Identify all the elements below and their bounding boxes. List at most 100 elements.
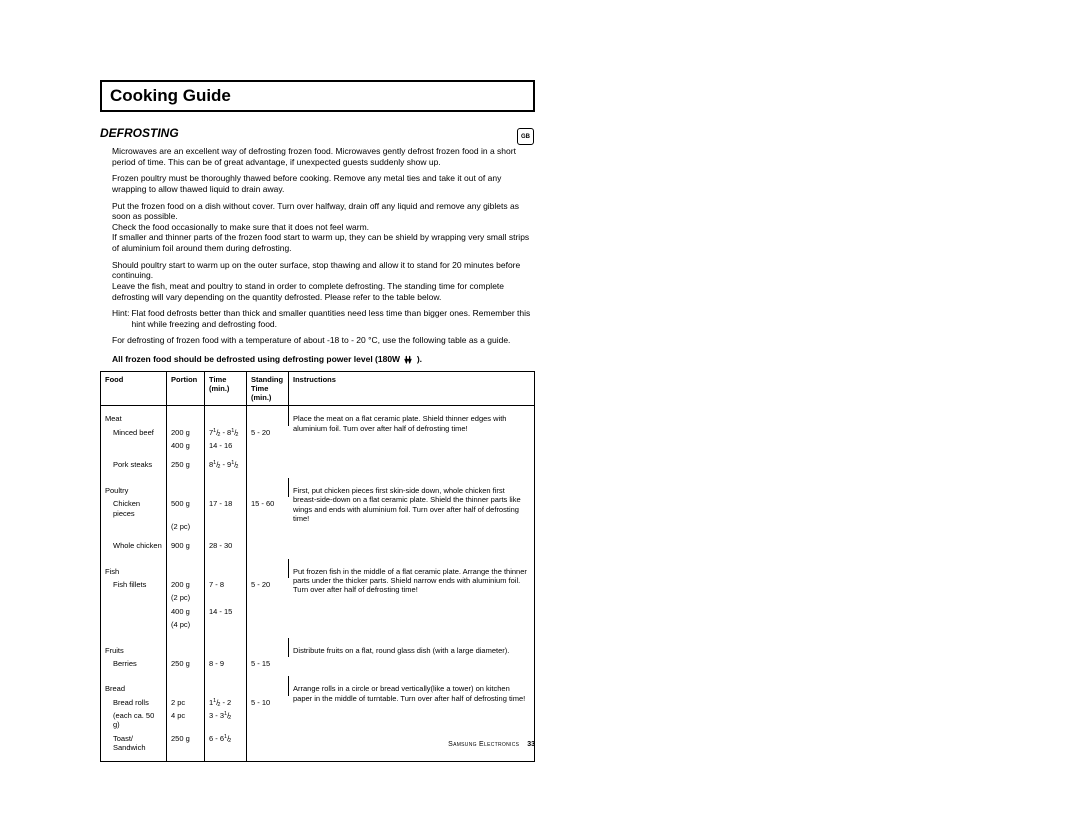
category-cell: Fruits bbox=[101, 638, 167, 657]
standing-cell bbox=[247, 605, 289, 618]
food-cell bbox=[101, 439, 167, 452]
paragraph: Microwaves are an excellent way of defro… bbox=[112, 146, 535, 167]
table-row: FishPut frozen fish in the middle of a f… bbox=[101, 559, 535, 578]
standing-cell bbox=[247, 709, 289, 732]
food-cell: Fish fillets bbox=[101, 578, 167, 591]
time-cell: 17 - 18 bbox=[205, 497, 247, 520]
th-instructions: Instructions bbox=[289, 372, 535, 406]
time-cell: 7 - 8 bbox=[205, 578, 247, 591]
paragraph: Should poultry start to warm up on the o… bbox=[112, 260, 535, 303]
empty-cell bbox=[167, 638, 205, 657]
portion-cell: 250 g bbox=[167, 452, 205, 477]
page-title: Cooking Guide bbox=[110, 86, 525, 106]
standing-cell: 5 - 20 bbox=[247, 426, 289, 439]
paragraph: For defrosting of frozen food with a tem… bbox=[112, 335, 535, 346]
time-cell: 14 - 16 bbox=[205, 439, 247, 452]
standing-cell: 15 - 60 bbox=[247, 497, 289, 520]
category-cell: Poultry bbox=[101, 478, 167, 497]
bold-note-pre: All frozen food should be defrosted usin… bbox=[112, 354, 402, 364]
bold-note: All frozen food should be defrosted usin… bbox=[112, 354, 535, 365]
time-cell: 71/2 - 81/2 bbox=[205, 426, 247, 439]
instructions-cell: Put frozen fish in the middle of a flat … bbox=[289, 559, 535, 638]
page-content: Cooking Guide DEFROSTING Microwaves are … bbox=[100, 80, 535, 762]
portion-cell: 200 g bbox=[167, 426, 205, 439]
bold-note-post: ). bbox=[414, 354, 422, 364]
time-cell: 11/2 - 2 bbox=[205, 696, 247, 709]
th-standing: Standing Time (min.) bbox=[247, 372, 289, 406]
body-text: Microwaves are an excellent way of defro… bbox=[112, 146, 535, 346]
footer-brand: Samsung Electronics bbox=[448, 741, 519, 748]
food-cell bbox=[101, 520, 167, 533]
food-cell: Whole chicken bbox=[101, 533, 167, 558]
table-row: PoultryFirst, put chicken pieces first s… bbox=[101, 478, 535, 497]
portion-cell: (4 pc) bbox=[167, 618, 205, 637]
standing-cell: 5 - 10 bbox=[247, 696, 289, 709]
food-cell: Pork steaks bbox=[101, 452, 167, 477]
time-cell: 81/2 - 91/2 bbox=[205, 452, 247, 477]
time-cell bbox=[205, 520, 247, 533]
standing-cell bbox=[247, 591, 289, 604]
standing-cell: 5 - 15 bbox=[247, 657, 289, 676]
food-cell bbox=[101, 591, 167, 604]
empty-cell bbox=[247, 638, 289, 657]
empty-cell bbox=[247, 559, 289, 578]
portion-cell: 500 g bbox=[167, 497, 205, 520]
paragraph: Put the frozen food on a dish without co… bbox=[112, 201, 535, 254]
instructions-cell: Place the meat on a flat ceramic plate. … bbox=[289, 406, 535, 478]
hint-body: Flat food defrosts better than thick and… bbox=[129, 308, 535, 329]
food-cell: Minced beef bbox=[101, 426, 167, 439]
portion-cell: 250 g bbox=[167, 657, 205, 676]
empty-cell bbox=[167, 676, 205, 695]
time-cell: 14 - 15 bbox=[205, 605, 247, 618]
time-cell bbox=[205, 591, 247, 604]
portion-cell: 2 pc bbox=[167, 696, 205, 709]
time-cell bbox=[205, 618, 247, 637]
food-cell: Bread rolls bbox=[101, 696, 167, 709]
th-portion: Portion bbox=[167, 372, 205, 406]
standing-cell bbox=[247, 452, 289, 477]
portion-cell: (2 pc) bbox=[167, 520, 205, 533]
th-time: Time (min.) bbox=[205, 372, 247, 406]
portion-cell: (2 pc) bbox=[167, 591, 205, 604]
page-footer: Samsung Electronics 33 bbox=[100, 741, 535, 748]
th-food: Food bbox=[101, 372, 167, 406]
instructions-cell: First, put chicken pieces first skin-sid… bbox=[289, 478, 535, 559]
footer-page-number: 33 bbox=[527, 741, 535, 748]
empty-cell bbox=[205, 676, 247, 695]
food-cell: Berries bbox=[101, 657, 167, 676]
portion-cell: 900 g bbox=[167, 533, 205, 558]
table-row: FruitsDistribute fruits on a flat, round… bbox=[101, 638, 535, 657]
empty-cell bbox=[247, 676, 289, 695]
standing-cell bbox=[247, 618, 289, 637]
table-header-row: Food Portion Time (min.) Standing Time (… bbox=[101, 372, 535, 406]
instructions-cell: Distribute fruits on a flat, round glass… bbox=[289, 638, 535, 677]
empty-cell bbox=[205, 406, 247, 426]
portion-cell: 400 g bbox=[167, 439, 205, 452]
time-cell: 3 - 31/2 bbox=[205, 709, 247, 732]
category-cell: Fish bbox=[101, 559, 167, 578]
food-cell bbox=[101, 618, 167, 637]
empty-cell bbox=[247, 478, 289, 497]
portion-cell: 200 g bbox=[167, 578, 205, 591]
standing-cell bbox=[247, 520, 289, 533]
hint-label: Hint: bbox=[112, 308, 129, 329]
category-cell: Meat bbox=[101, 406, 167, 426]
title-box: Cooking Guide bbox=[100, 80, 535, 112]
instructions-cell: Arrange rolls in a circle or bread verti… bbox=[289, 676, 535, 761]
empty-cell bbox=[167, 406, 205, 426]
standing-cell bbox=[247, 533, 289, 558]
food-cell: (each ca. 50 g) bbox=[101, 709, 167, 732]
empty-cell bbox=[167, 478, 205, 497]
table-row: MeatPlace the meat on a flat ceramic pla… bbox=[101, 406, 535, 426]
empty-cell bbox=[247, 406, 289, 426]
portion-cell: 400 g bbox=[167, 605, 205, 618]
defrosting-table: Food Portion Time (min.) Standing Time (… bbox=[100, 371, 535, 761]
empty-cell bbox=[205, 478, 247, 497]
empty-cell bbox=[167, 559, 205, 578]
time-cell: 8 - 9 bbox=[205, 657, 247, 676]
section-heading: DEFROSTING bbox=[100, 126, 535, 140]
defrost-icon bbox=[403, 354, 413, 364]
standing-cell: 5 - 20 bbox=[247, 578, 289, 591]
empty-cell bbox=[205, 638, 247, 657]
table-row: BreadArrange rolls in a circle or bread … bbox=[101, 676, 535, 695]
